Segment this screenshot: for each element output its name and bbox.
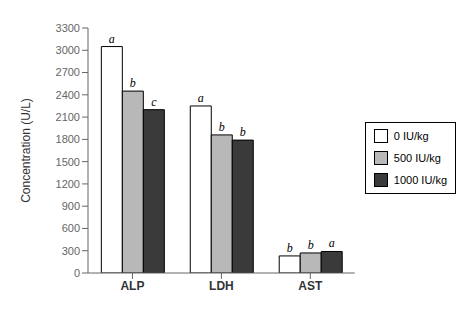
svg-text:a: a	[109, 32, 115, 46]
svg-text:b: b	[287, 241, 293, 255]
svg-text:1500: 1500	[56, 156, 80, 168]
svg-text:Concentration (U/L): Concentration (U/L)	[19, 98, 33, 203]
html-text:500 IU/kg: 500 IU/kg	[393, 152, 441, 164]
svg-text:2700: 2700	[56, 66, 80, 78]
svg-text:ALP: ALP	[120, 279, 144, 293]
svg-text:a: a	[198, 91, 204, 105]
svg-text:3300: 3300	[56, 22, 80, 34]
html-text:1000 IU/kg: 1000 IU/kg	[393, 174, 447, 186]
svg-text:3000: 3000	[56, 44, 80, 56]
html-text:0 IU/kg: 0 IU/kg	[393, 130, 429, 142]
svg-text:0: 0	[74, 267, 80, 279]
svg-text:2100: 2100	[56, 111, 80, 123]
svg-text:b: b	[308, 238, 314, 252]
svg-text:300: 300	[62, 245, 80, 257]
svg-text:a: a	[329, 236, 335, 250]
svg-text:1800: 1800	[56, 133, 80, 145]
svg-text:900: 900	[62, 200, 80, 212]
svg-text:c: c	[151, 95, 157, 109]
svg-text:b: b	[240, 125, 246, 139]
svg-text:600: 600	[62, 222, 80, 234]
svg-text:2400: 2400	[56, 89, 80, 101]
svg-text:b: b	[219, 120, 225, 134]
svg-text:1200: 1200	[56, 178, 80, 190]
svg-text:LDH: LDH	[209, 279, 234, 293]
svg-text:b: b	[130, 76, 136, 90]
svg-text:AST: AST	[298, 279, 323, 293]
